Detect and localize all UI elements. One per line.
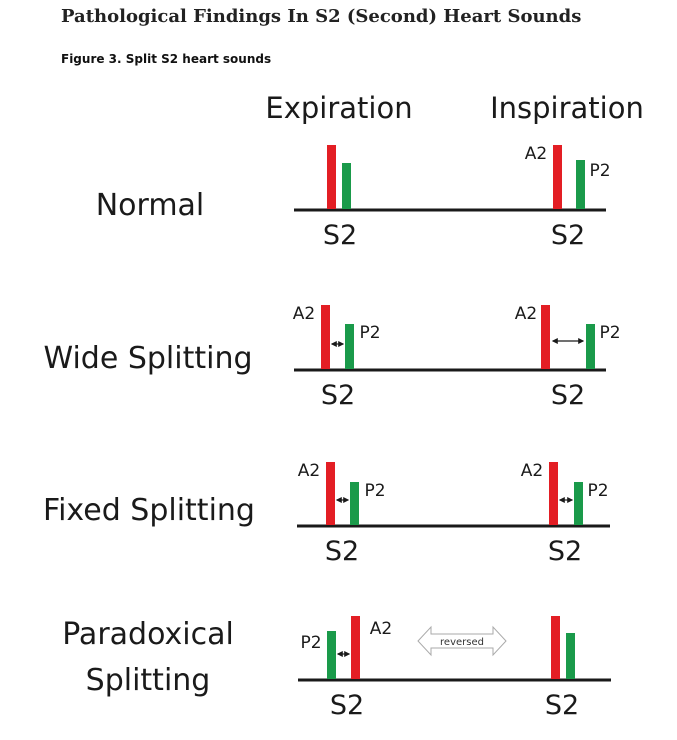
p2-label-wide-expiration: P2: [359, 323, 380, 343]
a2-bar-paradoxical-expiration: [351, 616, 360, 679]
s2-label-paradoxical-inspiration: S2: [545, 690, 579, 721]
p2-label-fixed-inspiration: P2: [587, 481, 608, 501]
p2-bar-fixed-expiration: [350, 482, 359, 525]
s2-label-normal-expiration: S2: [323, 220, 357, 251]
s2-label-fixed-expiration: S2: [325, 536, 359, 567]
page-title: Pathological Findings In S2 (Second) Hea…: [61, 6, 582, 27]
s2-label-fixed-inspiration: S2: [548, 536, 582, 567]
a2-bar-paradoxical-inspiration: [551, 616, 560, 679]
row-label-wide-splitting: Wide Splitting: [43, 341, 252, 376]
p2-label-normal-inspiration: P2: [589, 161, 610, 181]
p2-bar-paradoxical-inspiration: [566, 633, 575, 679]
s2-label-wide-inspiration: S2: [551, 380, 585, 411]
a2-bar-normal-inspiration: [553, 145, 562, 209]
reversed-arrow-outline: [417, 625, 507, 657]
a2-label-normal-inspiration: A2: [525, 144, 547, 164]
row-label-fixed-splitting: Fixed Splitting: [43, 493, 255, 528]
row-label-paradoxical-line1: Paradoxical: [62, 617, 234, 652]
p2-bar-normal-expiration: [342, 163, 351, 209]
a2-label-wide-inspiration: A2: [515, 304, 537, 324]
p2-bar-normal-inspiration: [576, 160, 585, 209]
p2-label-fixed-expiration: P2: [364, 481, 385, 501]
a2-bar-fixed-expiration: [326, 462, 335, 525]
p2-bar-wide-expiration: [345, 324, 354, 369]
p2-bar-fixed-inspiration: [574, 482, 583, 525]
figure-caption: Figure 3. Split S2 heart sounds: [61, 52, 272, 66]
a2-bar-wide-expiration: [321, 305, 330, 369]
a2-label-fixed-inspiration: A2: [521, 461, 543, 481]
column-header-expiration: Expiration: [265, 91, 412, 125]
p2-label-wide-inspiration: P2: [599, 323, 620, 343]
a2-label-fixed-expiration: A2: [298, 461, 320, 481]
s2-label-paradoxical-expiration: S2: [330, 690, 364, 721]
reversed-label: reversed: [440, 637, 484, 648]
s2-label-wide-expiration: S2: [321, 380, 355, 411]
s2-label-normal-inspiration: S2: [551, 220, 585, 251]
p2-bar-wide-inspiration: [586, 324, 595, 369]
a2-label-paradoxical-expiration: A2: [370, 619, 392, 639]
row-label-paradoxical-line2: Splitting: [86, 663, 211, 698]
p2-label-paradoxical-expiration: P2: [300, 633, 321, 653]
column-header-inspiration: Inspiration: [490, 91, 644, 125]
p2-bar-paradoxical-expiration: [327, 631, 336, 679]
a2-bar-normal-expiration: [327, 145, 336, 209]
a2-bar-fixed-inspiration: [549, 462, 558, 525]
a2-bar-wide-inspiration: [541, 305, 550, 369]
row-label-normal: Normal: [96, 188, 205, 223]
a2-label-wide-expiration: A2: [293, 304, 315, 324]
